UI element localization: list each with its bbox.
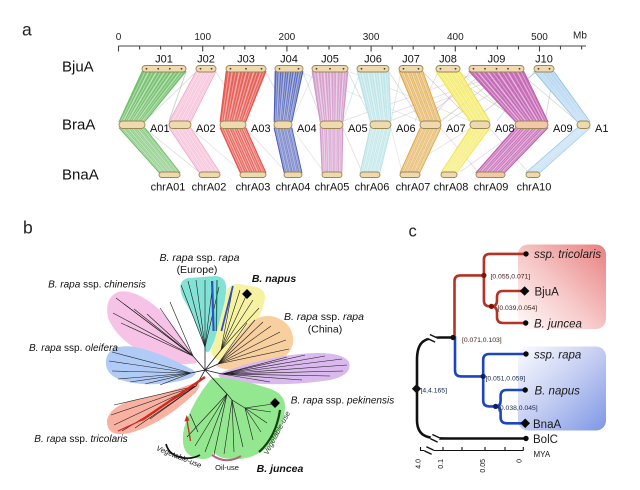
svg-text:B. rapa ssp. tricolaris: B. rapa ssp. tricolaris	[34, 434, 127, 445]
svg-text:BnaA: BnaA	[62, 167, 99, 184]
svg-text:chrA10: chrA10	[517, 182, 552, 194]
svg-text:chrA04: chrA04	[276, 182, 311, 194]
svg-text:B. napus: B. napus	[252, 273, 296, 285]
svg-text:chrA07: chrA07	[396, 182, 431, 194]
svg-text:J01: J01	[155, 54, 173, 66]
svg-text:(Europe): (Europe)	[177, 264, 218, 276]
svg-text:B. juncea: B. juncea	[257, 463, 304, 475]
svg-text:0.1: 0.1	[438, 459, 445, 469]
svg-text:ssp. rapa: ssp. rapa	[534, 349, 581, 361]
svg-text:[0.038,0.045]: [0.038,0.045]	[498, 405, 538, 412]
svg-text:J10: J10	[535, 54, 553, 66]
svg-text:A02: A02	[196, 123, 216, 135]
svg-text:B. rapa ssp. rapa: B. rapa ssp. rapa	[284, 311, 364, 323]
svg-text:[0.051,0.059]: [0.051,0.059]	[486, 375, 526, 382]
svg-text:J07: J07	[402, 54, 420, 66]
svg-text:(China): (China)	[308, 324, 342, 336]
svg-text:A03: A03	[251, 123, 271, 135]
svg-text:BjuA: BjuA	[62, 59, 94, 76]
svg-text:BolC: BolC	[533, 434, 558, 446]
svg-text:[0.071,0.103]: [0.071,0.103]	[462, 337, 502, 344]
svg-text:chrA05: chrA05	[315, 182, 350, 194]
svg-text:chrA02: chrA02	[192, 182, 227, 194]
svg-text:A04: A04	[297, 123, 317, 135]
svg-text:B. rapa ssp. chinensis: B. rapa ssp. chinensis	[48, 280, 146, 291]
svg-text:c: c	[409, 223, 417, 241]
svg-text:4.0: 4.0	[416, 459, 423, 469]
svg-text:A1: A1	[595, 123, 608, 135]
svg-text:Mb: Mb	[573, 31, 587, 42]
svg-text:J02: J02	[197, 54, 215, 66]
svg-text:[0.039,0.054]: [0.039,0.054]	[498, 305, 538, 312]
svg-text:Oil-use: Oil-use	[215, 463, 239, 472]
svg-text:chrA01: chrA01	[151, 182, 186, 194]
svg-text:BraA: BraA	[62, 117, 95, 134]
svg-text:J09: J09	[488, 54, 506, 66]
svg-text:chrA08: chrA08	[434, 182, 469, 194]
svg-text:a: a	[22, 20, 32, 40]
svg-text:A08: A08	[495, 123, 515, 135]
svg-text:200: 200	[279, 32, 296, 43]
svg-text:400: 400	[447, 32, 464, 43]
svg-text:ssp. tricolaris: ssp. tricolaris	[534, 249, 601, 261]
svg-text:[0.055,0.071]: [0.055,0.071]	[491, 273, 531, 280]
svg-text:A01: A01	[150, 123, 170, 135]
svg-text:A09: A09	[553, 123, 573, 135]
svg-text:B. napus: B. napus	[535, 385, 581, 397]
svg-text:300: 300	[363, 32, 380, 43]
svg-text:500: 500	[531, 32, 548, 43]
svg-text:100: 100	[194, 32, 211, 43]
svg-text:MYA: MYA	[534, 450, 551, 459]
svg-text:B. rapa ssp. rapa: B. rapa ssp. rapa	[160, 252, 240, 264]
svg-text:chrA09: chrA09	[474, 182, 509, 194]
svg-text:chrA06: chrA06	[355, 182, 390, 194]
svg-text:chrA03: chrA03	[236, 182, 271, 194]
svg-text:B. rapa ssp. pekinensis: B. rapa ssp. pekinensis	[291, 396, 394, 407]
svg-text:B. rapa ssp. oleifera: B. rapa ssp. oleifera	[29, 343, 118, 354]
svg-text:b: b	[23, 218, 33, 238]
svg-text:A07: A07	[446, 123, 466, 135]
svg-text:J06: J06	[364, 54, 382, 66]
svg-text:J03: J03	[237, 54, 255, 66]
svg-text:0.05: 0.05	[480, 459, 487, 473]
svg-text:0: 0	[116, 32, 122, 43]
svg-text:0: 0	[517, 459, 524, 463]
svg-text:A06: A06	[396, 123, 416, 135]
svg-text:[4,4.165]: [4,4.165]	[421, 388, 448, 395]
svg-text:BjuA: BjuA	[535, 287, 560, 299]
svg-text:BnaA: BnaA	[533, 419, 561, 431]
svg-text:J08: J08	[439, 54, 457, 66]
svg-text:J04: J04	[280, 54, 298, 66]
svg-text:J05: J05	[321, 54, 339, 66]
svg-text:A05: A05	[348, 123, 368, 135]
svg-text:B. juncea: B. juncea	[534, 318, 582, 330]
